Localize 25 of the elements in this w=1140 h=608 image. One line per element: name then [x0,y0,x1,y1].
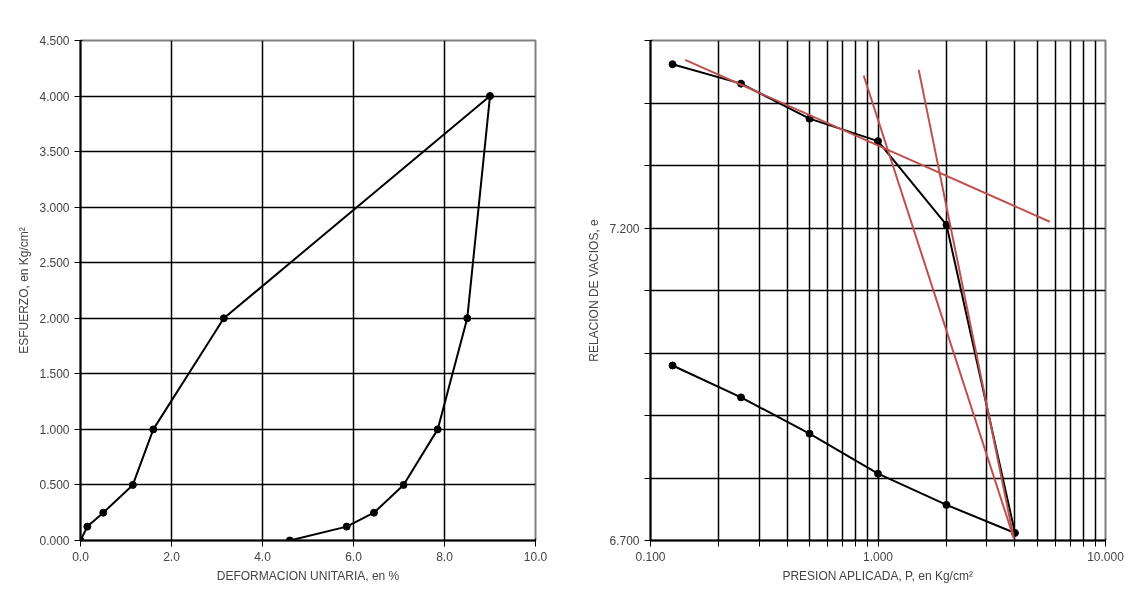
x-tick-label: 2.0 [163,549,181,564]
y-tick-label: 7.200 [609,221,640,236]
y-tick-label: 2.500 [39,256,70,271]
y-tick-label: 1.500 [39,367,70,382]
x-tick-label: 6.0 [345,549,363,564]
y-axis-title: RELACION DE VACIOS, e [587,218,602,362]
y-tick-label: 3.500 [39,145,70,160]
x-axis-title: DEFORMACION UNITARIA, en % [216,568,400,583]
x-axis-title: PRESION APLICADA, P, en Kg/cm² [782,568,973,583]
x-tick-label: 0.100 [635,549,666,564]
y-tick-label: 6.700 [609,534,640,548]
y-tick-label: 4.500 [39,34,70,48]
y-axis-title: ESFUERZO, en Kg/cm² [17,227,32,354]
x-tick-label: 8.0 [436,549,454,564]
x-tick-label: 4.0 [254,549,272,564]
y-tick-label: 0.500 [39,478,70,493]
x-tick-label: 10.0 [523,549,548,564]
y-tick-label: 2.000 [39,311,70,326]
y-tick-label: 1.000 [39,422,70,437]
y-tick-label: 4.000 [39,89,70,104]
y-tick-label: 0.000 [39,534,70,548]
x-tick-label: 10.000 [1087,549,1125,564]
x-tick-label: 0.0 [72,549,90,564]
x-tick-label: 1.000 [862,549,894,564]
y-tick-label: 3.000 [39,200,70,215]
